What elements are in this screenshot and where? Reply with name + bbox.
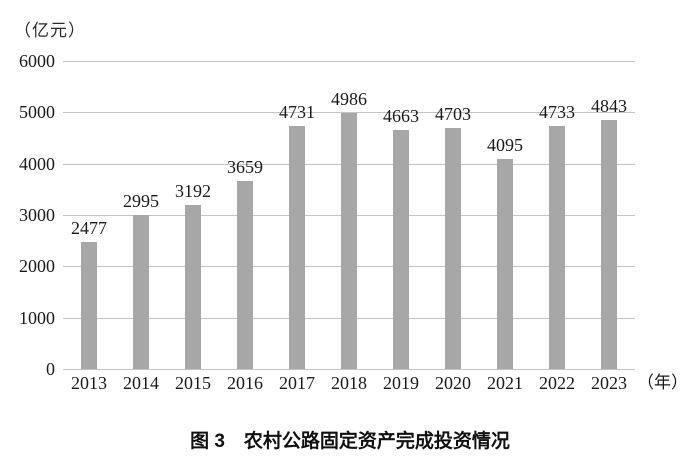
x-tick-label-2021: 2021 <box>487 373 523 393</box>
figure-caption: 图 3 农村公路固定资产完成投资情况 <box>190 431 510 452</box>
bar-value-label-2019: 4663 <box>383 106 419 126</box>
bar-value-label-2014: 2995 <box>123 191 159 211</box>
x-tick-label-2014: 2014 <box>123 373 159 393</box>
x-tick-label-2022: 2022 <box>539 373 575 393</box>
bar-column-2016: 3659 <box>219 61 271 369</box>
x-tick-label-2013: 2013 <box>71 373 107 393</box>
x-tick-label-2019: 2019 <box>383 373 419 393</box>
bar-2022 <box>549 126 565 369</box>
y-tick-label-4000: 4000 <box>19 153 55 174</box>
bar-column-2019: 4663 <box>375 61 427 369</box>
bar-2017 <box>289 126 305 369</box>
y-tick-label-5000: 5000 <box>19 102 55 123</box>
bar-value-label-2016: 3659 <box>227 157 263 177</box>
bar-column-2013: 2477 <box>63 61 115 369</box>
bar-2019 <box>393 130 409 369</box>
x-tick-label-2015: 2015 <box>175 373 211 393</box>
bar-value-label-2013: 2477 <box>71 218 107 238</box>
bar-2013 <box>81 242 97 369</box>
x-tick-label-2020: 2020 <box>435 373 471 393</box>
x-axis-tick-labels: 2013 2014 2015 2016 2017 2018 2019 2020 2021 2022… <box>63 373 635 393</box>
bar-value-label-2020: 4703 <box>435 104 471 124</box>
bar-column-2017: 4731 <box>271 61 323 369</box>
bar-column-2022: 4733 <box>531 61 583 369</box>
bar-value-label-2015: 3192 <box>175 181 211 201</box>
bar-2014 <box>133 215 149 369</box>
bars-layer: 2477 2995 3192 3659 4731 4986 4663 4703 4095 4733… <box>63 61 635 369</box>
y-tick-label-2000: 2000 <box>19 256 55 277</box>
bar-2023 <box>601 120 617 369</box>
bar-column-2020: 4703 <box>427 61 479 369</box>
bar-2021 <box>497 159 513 369</box>
bar-value-label-2018: 4986 <box>331 89 367 109</box>
y-tick-label-3000: 3000 <box>19 205 55 225</box>
gridline-5000 <box>63 112 635 114</box>
bar-column-2018: 4986 <box>323 61 375 369</box>
bar-2018 <box>341 113 357 369</box>
bar-column-2015: 3192 <box>167 61 219 369</box>
y-axis-unit-label: （亿元） <box>14 21 86 40</box>
bar-value-label-2023: 4843 <box>591 96 627 116</box>
x-tick-label-2018: 2018 <box>331 373 367 393</box>
bar-value-label-2017: 4731 <box>279 102 315 122</box>
y-tick-label-0: 0 <box>46 359 55 379</box>
x-tick-label-2017: 2017 <box>279 373 315 393</box>
bar-value-label-2021: 4095 <box>487 135 523 155</box>
gridline-0 <box>63 369 635 370</box>
bar-value-label-2022: 4733 <box>539 102 575 122</box>
bar-column-2021: 4095 <box>479 61 531 369</box>
y-tick-label-1000: 1000 <box>19 307 55 328</box>
bar-column-2023: 4843 <box>583 61 635 369</box>
bar-2016 <box>237 181 253 369</box>
bar-column-2014: 2995 <box>115 61 167 369</box>
y-tick-label-6000: 6000 <box>19 51 55 71</box>
bar-2020 <box>445 128 461 369</box>
x-tick-label-2023: 2023 <box>591 373 627 393</box>
gridline-6000 <box>63 61 635 62</box>
bar-2015 <box>185 205 201 369</box>
x-tick-label-2016: 2016 <box>227 373 263 393</box>
x-axis-unit-label: （年） <box>637 373 688 392</box>
